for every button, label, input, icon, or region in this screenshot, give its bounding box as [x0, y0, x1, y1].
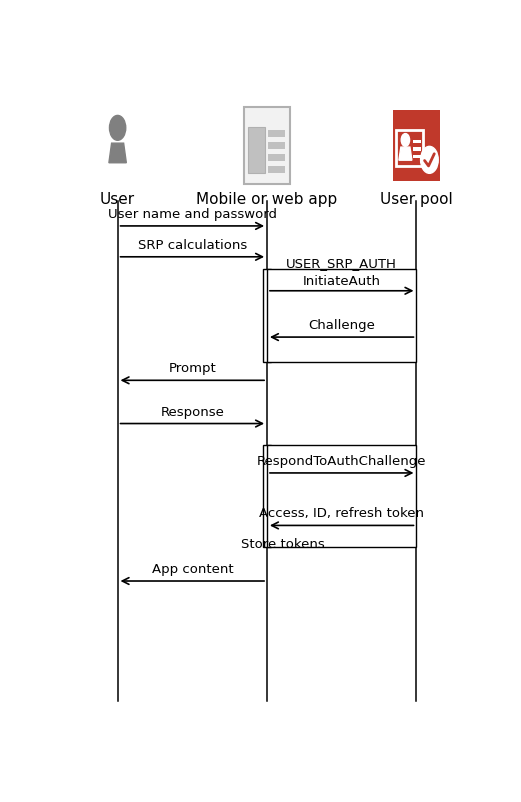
- Text: User: User: [100, 192, 135, 207]
- FancyBboxPatch shape: [393, 110, 440, 181]
- Bar: [268, 166, 286, 173]
- Text: InitiateAuth: InitiateAuth: [303, 274, 381, 288]
- Bar: [267, 445, 416, 547]
- Text: Prompt: Prompt: [168, 363, 216, 375]
- Bar: [413, 156, 421, 159]
- Bar: [413, 148, 421, 151]
- Text: Response: Response: [160, 406, 224, 419]
- Text: User name and password: User name and password: [108, 208, 277, 221]
- Polygon shape: [399, 147, 412, 160]
- Bar: [264, 269, 270, 362]
- Circle shape: [401, 134, 410, 146]
- Bar: [413, 140, 421, 143]
- Text: Challenge: Challenge: [308, 319, 375, 332]
- Circle shape: [109, 115, 126, 140]
- Text: Store tokens: Store tokens: [241, 538, 325, 551]
- FancyBboxPatch shape: [244, 107, 290, 184]
- Text: Mobile or web app: Mobile or web app: [196, 192, 338, 207]
- Bar: [268, 130, 286, 137]
- Bar: [268, 154, 286, 161]
- Text: SRP calculations: SRP calculations: [138, 239, 247, 252]
- Text: User pool: User pool: [380, 192, 453, 207]
- Polygon shape: [109, 143, 126, 163]
- Bar: [267, 269, 416, 362]
- Text: USER_SRP_AUTH: USER_SRP_AUTH: [286, 257, 397, 270]
- Text: App content: App content: [152, 563, 233, 576]
- Bar: [268, 142, 286, 149]
- Text: RespondToAuthChallenge: RespondToAuthChallenge: [257, 455, 427, 468]
- Bar: [248, 127, 265, 173]
- Bar: [264, 445, 270, 547]
- Text: Access, ID, refresh token: Access, ID, refresh token: [259, 508, 424, 520]
- Circle shape: [420, 146, 438, 173]
